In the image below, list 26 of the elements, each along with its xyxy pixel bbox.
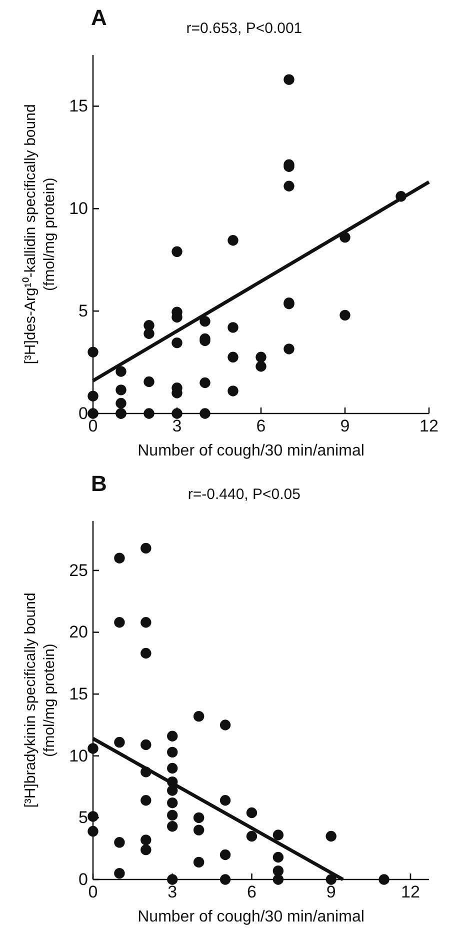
y-tick-label: 0: [78, 404, 88, 423]
x-tick-label: 3: [168, 882, 178, 902]
x-tick-label: 6: [256, 416, 266, 436]
y-tick-label: 10: [69, 199, 88, 218]
y-tick-label: 5: [78, 808, 88, 827]
x-tick-label: 9: [326, 882, 336, 902]
x-tick-label: 9: [340, 416, 350, 436]
x-tick-label: 6: [247, 882, 256, 902]
y-tick-label: 15: [69, 96, 88, 116]
y-tick-label: 5: [78, 302, 88, 321]
x-axis-title: Number of cough/30 min/animal: [138, 442, 364, 460]
y-tick-label: 15: [69, 684, 88, 704]
y-axis-title: [³H]des-Arg¹⁰-kallidin specifically bound (fmol/mg protein): [22, 104, 58, 364]
text: A: [91, 5, 107, 30]
y-tick-label: 25: [69, 560, 88, 580]
text: B: [91, 470, 107, 496]
x-tick-label: 12: [401, 882, 420, 902]
y-tick-label: 20: [69, 622, 88, 642]
x-tick-label: 12: [420, 416, 438, 436]
chart-title: r=-0.440, P<0.05: [188, 486, 300, 502]
x-axis-title: Number of cough/30 min/animal: [138, 908, 364, 925]
y-tick-label: 10: [69, 746, 88, 765]
chart-title: r=0.653, P<0.001: [186, 20, 302, 37]
y-tick-label: 0: [78, 869, 88, 888]
y-axis-title: [³H]bradykinin specifically bound (fmol/mg protein): [22, 592, 58, 808]
x-tick-label: 3: [172, 416, 182, 436]
